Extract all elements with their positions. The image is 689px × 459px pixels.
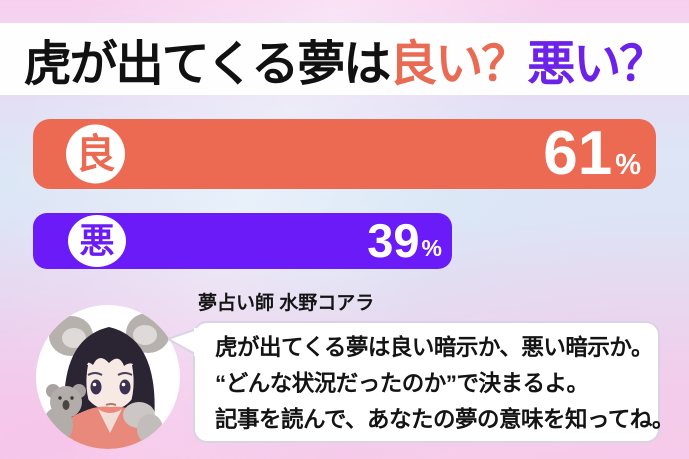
bad-kanji: 悪	[79, 221, 115, 261]
title-bad-word: 悪い？	[527, 38, 667, 91]
speech-line: 虎が出てくる夢は良い暗示か、悪い暗示か。	[215, 335, 653, 360]
page-title: 虎が出てくる夢は良い？悪い？	[23, 24, 668, 94]
expert-caption: 夢占い師 水野コアラ	[198, 293, 375, 314]
bad-percent-value: 39	[367, 214, 420, 268]
title-good-word: 良い？	[389, 38, 529, 91]
good-kanji: 良	[75, 132, 116, 176]
good-percentage: 61 %	[543, 118, 641, 188]
fortune-teller-avatar	[36, 305, 180, 449]
bad-kanji-badge: 悪	[68, 215, 126, 267]
bad-percentage: 39 %	[367, 214, 442, 268]
bar-good: 良 61 %	[33, 119, 656, 189]
speech-line: 記事を読んで、あなたの夢の意味を知ってね。	[215, 407, 674, 432]
good-percent-value: 61	[543, 118, 613, 188]
speech-bubble-tail	[168, 328, 197, 356]
speech-line: “どんな状況だったのか”で決まるよ。	[215, 371, 589, 396]
koala-girl-illustration	[43, 313, 170, 449]
speech-bubble: 虎が出てくる夢は良い暗示か、悪い暗示か。 “どんな状況だったのか”で決まるよ。 …	[168, 321, 674, 443]
bad-percent-unit: %	[421, 235, 442, 262]
bar-bad: 悪 39 %	[33, 213, 452, 269]
good-kanji-badge: 良	[66, 124, 125, 184]
title-band: 虎が出てくる夢は良い？悪い？	[0, 23, 689, 95]
good-percent-unit: %	[615, 148, 641, 181]
title-prefix: 虎が出てくる夢は	[23, 38, 392, 91]
